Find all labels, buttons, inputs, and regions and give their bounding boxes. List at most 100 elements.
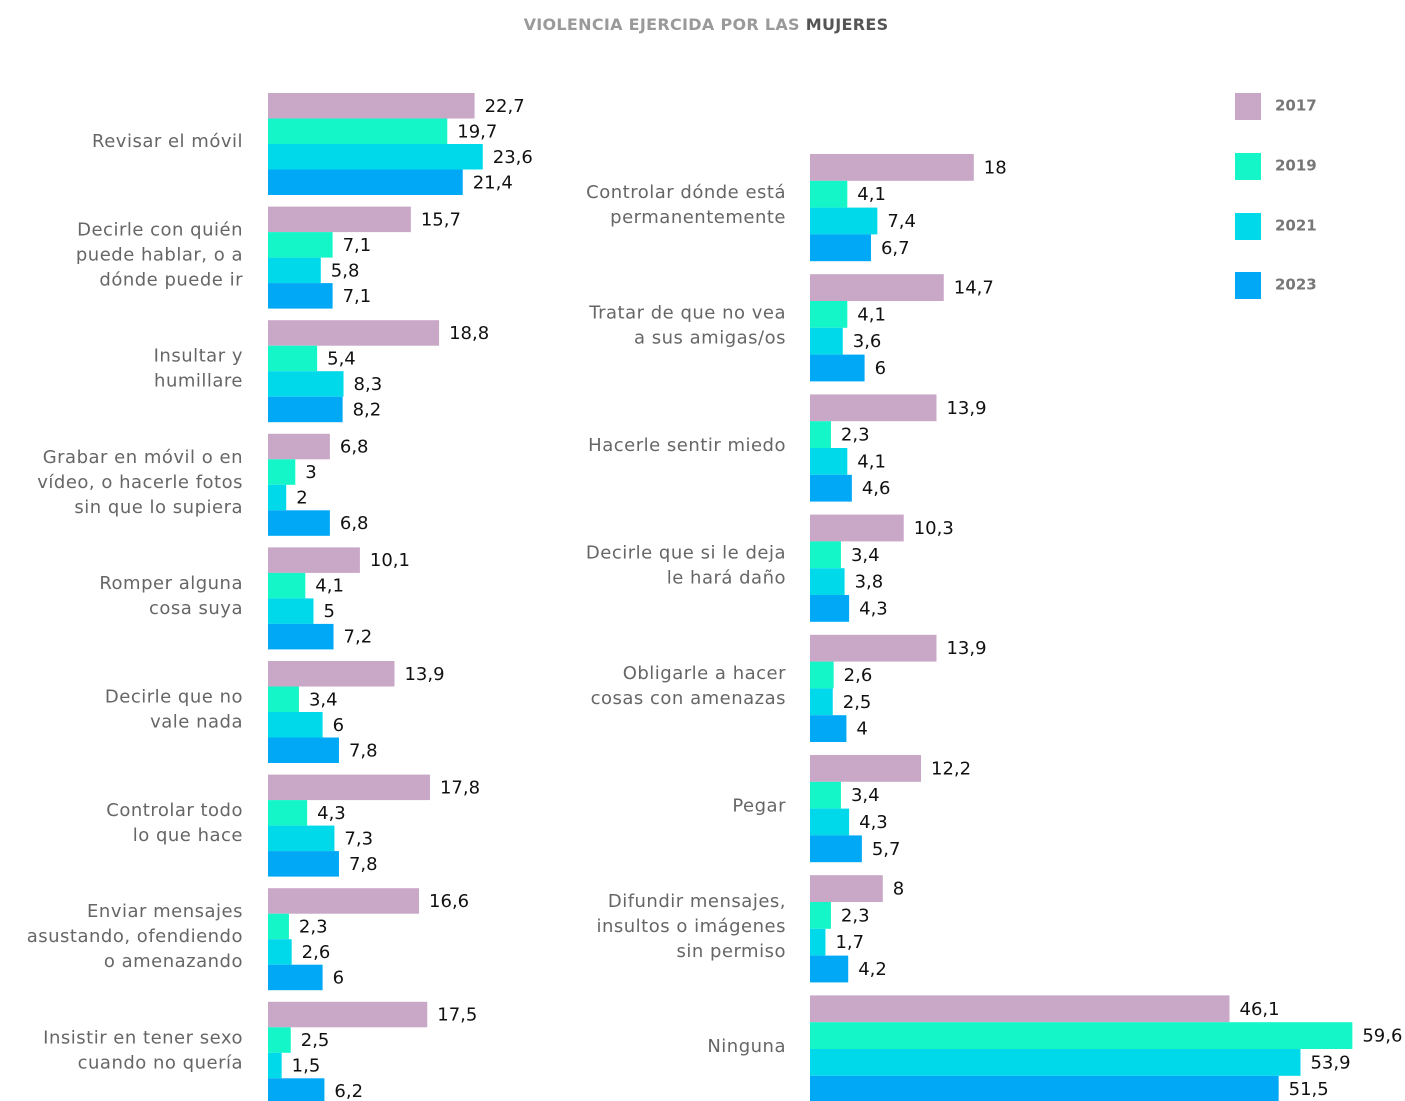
value-label: 6 (875, 358, 886, 379)
value-label: 3,8 (855, 572, 884, 593)
value-label: 7,2 (344, 627, 373, 648)
category-label: dónde puede ir (99, 270, 243, 291)
bar (268, 623, 334, 650)
bar (810, 541, 841, 569)
bar (810, 354, 865, 382)
category-label: Ninguna (707, 1036, 786, 1057)
category-label: Decirle que si le deja (586, 543, 786, 564)
value-label: 4,3 (859, 812, 888, 833)
bar (810, 781, 841, 809)
bar (810, 755, 922, 782)
bar (810, 808, 850, 836)
value-label: 2 (296, 488, 307, 509)
value-label: 5 (324, 601, 335, 622)
category-label: asustando, ofendiendo (27, 926, 243, 947)
value-label: 3,4 (851, 545, 880, 566)
bar (268, 598, 314, 624)
bar (810, 234, 871, 262)
bar (268, 169, 463, 195)
bar (268, 257, 321, 284)
bar (810, 154, 974, 181)
category-label: Pegar (732, 796, 786, 817)
legend-swatch (1235, 153, 1261, 180)
value-label: 23,6 (493, 147, 533, 168)
bar (810, 180, 848, 208)
bar (810, 301, 848, 328)
bar (268, 433, 330, 460)
bar (268, 661, 395, 687)
value-label: 6,2 (334, 1081, 363, 1101)
category-label: o amenazando (104, 951, 243, 972)
bar (810, 1075, 1279, 1101)
bar (268, 93, 475, 119)
value-label: 5,8 (331, 260, 360, 281)
value-label: 13,9 (404, 664, 444, 685)
value-label: 17,8 (440, 777, 480, 798)
value-label: 13,9 (946, 638, 986, 659)
category-label: Controlar dónde está (586, 182, 786, 203)
bar (268, 206, 411, 233)
legend-label: 2023 (1275, 276, 1317, 294)
value-label: 5,4 (327, 348, 356, 369)
bar (810, 902, 831, 929)
bar (810, 595, 850, 622)
value-label: 22,7 (485, 96, 525, 117)
value-label: 4 (856, 719, 867, 740)
value-label: 1,7 (835, 932, 864, 953)
bar (810, 514, 904, 542)
bar (268, 283, 333, 309)
bar (268, 888, 420, 914)
bar (810, 274, 944, 301)
bar (810, 928, 826, 956)
value-label: 4,6 (862, 478, 891, 499)
bar (268, 851, 339, 877)
category-label: Revisar el móvil (92, 131, 243, 152)
category-label: sin permiso (676, 941, 786, 962)
bar (810, 688, 833, 716)
bar (268, 939, 292, 965)
value-label: 7,1 (343, 235, 372, 256)
value-label: 4,2 (858, 959, 887, 980)
value-label: 4,1 (857, 451, 886, 472)
bar (268, 118, 448, 144)
value-label: 7,8 (349, 854, 378, 875)
category-label: le hará daño (667, 568, 786, 589)
bar (268, 686, 299, 712)
value-label: 7,3 (344, 828, 373, 849)
bar (810, 207, 878, 235)
category-label: Grabar en móvil o en (43, 447, 243, 468)
bar (268, 712, 323, 738)
chart-title: VIOLENCIA EJERCIDA POR LAS MUJERES (524, 15, 889, 34)
category-label: Enviar mensajes (87, 901, 243, 922)
category-label: puede hablar, o a (76, 245, 243, 266)
category-label: Insultar y (154, 346, 243, 367)
value-label: 46,1 (1240, 999, 1280, 1020)
value-label: 1,5 (292, 1056, 321, 1077)
value-label: 10,1 (370, 550, 410, 571)
bar (810, 421, 831, 448)
value-label: 7,1 (343, 286, 372, 307)
value-label: 13,9 (946, 398, 986, 419)
bar (810, 634, 937, 662)
bar (268, 1027, 291, 1053)
category-label: cosa suya (149, 598, 243, 619)
category-label: vale nada (150, 712, 243, 733)
bar (268, 510, 330, 536)
value-label: 5,7 (872, 839, 901, 860)
value-label: 21,4 (473, 172, 513, 193)
category-label: vídeo, o hacerle fotos (37, 472, 243, 493)
value-label: 3,6 (853, 331, 882, 352)
bar (810, 875, 883, 902)
value-label: 4,1 (857, 184, 886, 205)
value-label: 8 (893, 879, 904, 900)
value-label: 4,3 (859, 598, 888, 619)
value-label: 6,8 (340, 437, 369, 458)
category-label: a sus amigas/os (634, 327, 786, 348)
value-label: 16,6 (429, 891, 469, 912)
bar (268, 1001, 428, 1028)
bar (268, 320, 440, 346)
value-label: 2,3 (841, 905, 870, 926)
bar (268, 825, 335, 852)
legend-label: 2019 (1275, 157, 1317, 175)
